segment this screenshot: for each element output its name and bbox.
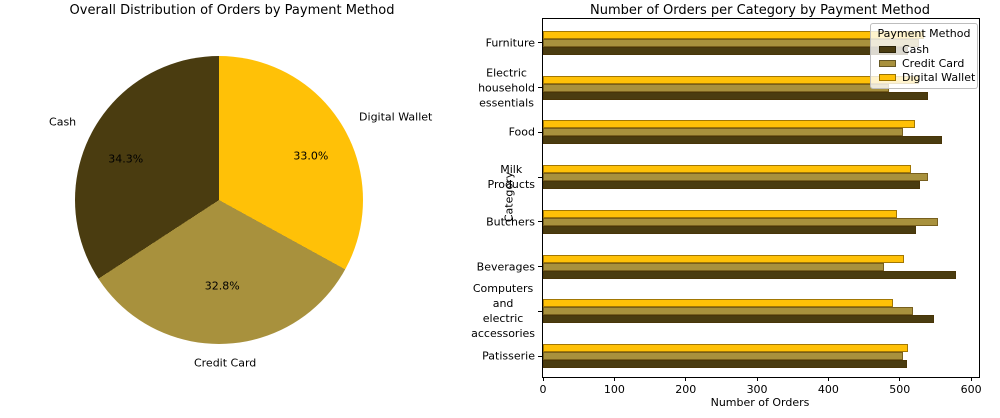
category-label: Butchers bbox=[486, 215, 535, 229]
x-tick bbox=[685, 377, 687, 381]
x-tick-label: 100 bbox=[603, 383, 625, 396]
category-label: Patisserie bbox=[482, 349, 535, 363]
pie-percent-label: 33.0% bbox=[293, 149, 329, 163]
x-tick-label: 500 bbox=[889, 383, 911, 396]
bar-plot-area: Payment Method Cash Credit Card Digital … bbox=[471, 18, 982, 396]
category-label: Beverages bbox=[476, 260, 535, 274]
bar-digital-wallet bbox=[543, 299, 894, 308]
bar-digital-wallet bbox=[543, 75, 920, 84]
bar-cash bbox=[543, 136, 942, 145]
pie-percent-label: 34.3% bbox=[108, 152, 144, 166]
bar-credit-card bbox=[543, 262, 885, 271]
y-tick bbox=[538, 355, 542, 357]
y-tick bbox=[538, 221, 542, 223]
y-tick bbox=[538, 176, 542, 178]
category-label: Electric household essentials bbox=[478, 66, 535, 110]
x-tick-label: 200 bbox=[675, 383, 697, 396]
bar-cash bbox=[543, 360, 907, 369]
y-tick bbox=[538, 266, 542, 268]
x-tick-label: 300 bbox=[746, 383, 768, 396]
x-tick bbox=[899, 377, 901, 381]
x-tick-label: 400 bbox=[817, 383, 839, 396]
bar-credit-card bbox=[543, 38, 920, 47]
legend-title: Payment Method bbox=[877, 27, 971, 40]
category-label: Milk Products bbox=[487, 163, 536, 192]
credit-card-swatch-icon bbox=[879, 59, 896, 67]
bar-credit-card bbox=[543, 128, 904, 137]
x-tick-label: 0 bbox=[539, 383, 547, 396]
x-tick bbox=[827, 377, 829, 381]
bar-digital-wallet bbox=[543, 254, 905, 263]
legend-entry-cash: Cash bbox=[871, 42, 977, 56]
cash-swatch-icon bbox=[879, 45, 896, 53]
y-tick bbox=[538, 131, 542, 133]
pie-slice-label: Digital Wallet bbox=[359, 110, 433, 124]
pie-slice-label: Cash bbox=[49, 115, 77, 129]
bar-cash bbox=[543, 181, 920, 190]
x-axis-label: Number of Orders bbox=[710, 396, 810, 409]
y-tick bbox=[538, 87, 542, 89]
bar-credit-card bbox=[543, 307, 914, 316]
x-tick bbox=[613, 377, 615, 381]
bar-cash bbox=[543, 315, 935, 324]
bar-credit-card bbox=[543, 217, 938, 226]
bar-cash bbox=[543, 270, 957, 279]
bar-credit-card bbox=[543, 352, 904, 361]
pie-graphic bbox=[75, 56, 363, 344]
legend-label: Cash bbox=[902, 42, 930, 56]
bar-digital-wallet bbox=[543, 209, 897, 218]
bar-credit-card bbox=[543, 173, 929, 182]
digital-wallet-swatch-icon bbox=[879, 73, 896, 81]
y-tick bbox=[538, 42, 542, 44]
legend-entry-credit-card: Credit Card bbox=[871, 56, 977, 70]
bar-title: Number of Orders per Category by Payment… bbox=[590, 3, 930, 18]
bar-cash bbox=[543, 225, 917, 234]
bar-digital-wallet bbox=[543, 30, 925, 39]
bar-digital-wallet bbox=[543, 344, 909, 353]
x-tick bbox=[542, 377, 544, 381]
legend-entry-digital-wallet: Digital Wallet bbox=[871, 70, 977, 84]
legend-label: Credit Card bbox=[902, 56, 965, 70]
category-label: Food bbox=[508, 125, 535, 139]
bar-credit-card bbox=[543, 83, 890, 92]
pie-chart: Overall Distribution of Orders by Paymen… bbox=[49, 3, 433, 370]
bar-cash bbox=[543, 91, 929, 100]
category-label: Furniture bbox=[485, 36, 535, 50]
legend: Payment Method Cash Credit Card Digital … bbox=[870, 23, 978, 89]
legend-label: Digital Wallet bbox=[902, 70, 976, 84]
category-label: Computers and electric accessories bbox=[471, 282, 535, 341]
y-axis-label: Category bbox=[502, 171, 516, 223]
x-tick bbox=[756, 377, 758, 381]
x-tick-label: 600 bbox=[960, 383, 982, 396]
pie-percent-label: 32.8% bbox=[204, 279, 240, 293]
pie-slice-label: Credit Card bbox=[193, 356, 257, 370]
x-tick bbox=[970, 377, 972, 381]
pie-title: Overall Distribution of Orders by Paymen… bbox=[69, 3, 395, 18]
y-tick bbox=[538, 310, 542, 312]
bar-digital-wallet bbox=[543, 120, 915, 129]
bar-digital-wallet bbox=[543, 165, 912, 174]
bar-cash bbox=[543, 46, 909, 55]
